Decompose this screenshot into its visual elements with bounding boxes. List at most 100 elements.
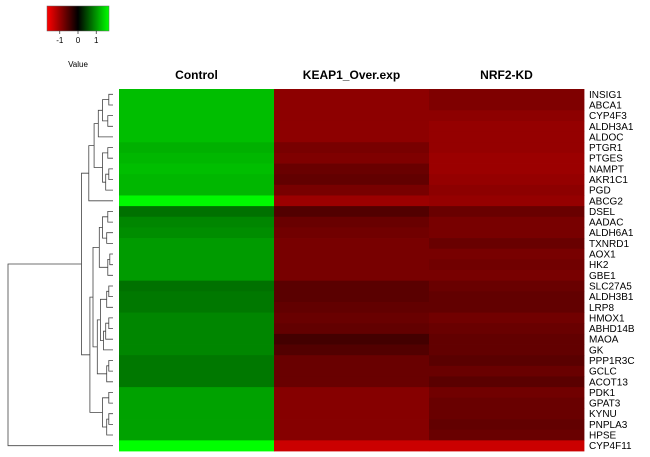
column-label: KEAP1_Over.exp bbox=[303, 68, 400, 82]
heatmap-cell bbox=[274, 429, 430, 441]
heatmap-cell bbox=[429, 216, 585, 228]
heatmap-cell bbox=[119, 440, 275, 452]
dendrogram-branch bbox=[107, 115, 113, 127]
heatmap-cell bbox=[119, 131, 275, 143]
row-label: GBE1 bbox=[589, 271, 616, 282]
heatmap-cell bbox=[429, 429, 585, 441]
color-key-tick-label: 1 bbox=[94, 36, 99, 45]
row-label: INSIG1 bbox=[589, 90, 622, 101]
heatmap-cell bbox=[274, 120, 430, 132]
heatmap-cell bbox=[119, 216, 275, 228]
row-label: AADAC bbox=[589, 218, 623, 229]
dendrogram-branch bbox=[108, 168, 113, 180]
heatmap-cell bbox=[119, 238, 275, 250]
dendrogram-branch bbox=[102, 397, 109, 428]
row-label: ALDH6A1 bbox=[589, 228, 634, 239]
row-label: PPP1R3C bbox=[589, 356, 635, 367]
dendrogram-branch bbox=[105, 173, 113, 191]
row-dendrogram bbox=[7, 93, 113, 447]
heatmap-cell bbox=[429, 131, 585, 143]
heatmap-cell bbox=[119, 163, 275, 175]
row-label: MAOA bbox=[589, 335, 619, 346]
heatmap-cell bbox=[429, 387, 585, 399]
heatmap-cell bbox=[429, 238, 585, 250]
row-label: NAMPT bbox=[589, 164, 624, 175]
heatmap-cell bbox=[274, 291, 430, 303]
dendrogram-branch bbox=[108, 360, 113, 372]
heatmap-cell bbox=[119, 397, 275, 409]
heatmap-cell bbox=[119, 333, 275, 345]
heatmap-cell bbox=[429, 365, 585, 377]
heatmap-cell bbox=[429, 270, 585, 282]
heatmap-cell bbox=[429, 408, 585, 420]
dendrogram-branch bbox=[108, 93, 113, 106]
heatmap-cell bbox=[274, 216, 430, 228]
dendrogram-branch bbox=[7, 263, 113, 447]
heatmap-cell bbox=[119, 355, 275, 367]
heatmap-cell bbox=[274, 99, 430, 111]
heatmap-cell bbox=[429, 440, 585, 452]
heatmap-cell bbox=[119, 344, 275, 356]
row-label: GCLC bbox=[589, 367, 617, 378]
heatmap-cell bbox=[119, 376, 275, 388]
heatmap-cell bbox=[429, 301, 585, 313]
heatmap-cell bbox=[274, 419, 430, 431]
row-label: ALDH3B1 bbox=[589, 292, 634, 303]
heatmap-cell bbox=[119, 408, 275, 420]
row-label: AOX1 bbox=[589, 250, 616, 261]
heatmap-cell bbox=[429, 206, 585, 218]
heatmap-cell bbox=[274, 440, 430, 452]
heatmap-cell bbox=[274, 344, 430, 356]
heatmap-cell bbox=[119, 184, 275, 196]
heatmap-cell bbox=[274, 280, 430, 292]
heatmap-cell bbox=[274, 312, 430, 324]
row-label: ABCG2 bbox=[589, 196, 623, 207]
heatmap-cell bbox=[429, 312, 585, 324]
row-label: SLC27A5 bbox=[589, 282, 632, 293]
column-labels: Control KEAP1_Over.exp NRF2-KD bbox=[175, 68, 533, 82]
row-label: GK bbox=[589, 345, 604, 356]
heatmap-cell bbox=[119, 280, 275, 292]
row-label: GPAT3 bbox=[589, 399, 621, 410]
heatmap-cell bbox=[429, 227, 585, 239]
color-key-bar bbox=[46, 5, 110, 32]
row-label: DSEL bbox=[589, 207, 616, 218]
heatmap-cell bbox=[429, 89, 585, 101]
heatmap-cell bbox=[119, 89, 275, 101]
heatmap-cell bbox=[119, 259, 275, 271]
heatmap-cell bbox=[119, 429, 275, 441]
heatmap-cell bbox=[119, 419, 275, 431]
heatmap-cell bbox=[274, 365, 430, 377]
heatmap-cell bbox=[274, 152, 430, 164]
heatmap-cell bbox=[429, 152, 585, 164]
dendrogram-branch bbox=[106, 232, 113, 244]
heatmap-cell bbox=[274, 333, 430, 345]
heatmap-cell bbox=[429, 323, 585, 335]
dendrogram-branch bbox=[107, 147, 113, 159]
heatmap-cell bbox=[119, 152, 275, 164]
heatmap-cell bbox=[274, 227, 430, 239]
heatmap-cell bbox=[274, 301, 430, 313]
heatmap-cell bbox=[274, 248, 430, 260]
row-label: HMOX1 bbox=[589, 313, 625, 324]
heatmap-cell bbox=[429, 397, 585, 409]
color-key: -1 0 1 Value bbox=[46, 5, 110, 69]
row-label: PTGR1 bbox=[589, 143, 623, 154]
dendrogram-branch bbox=[105, 322, 113, 340]
heatmap-cell bbox=[429, 355, 585, 367]
dendrogram-branch bbox=[107, 259, 113, 276]
row-label: ABHD14B bbox=[589, 324, 635, 335]
heatmap-cell bbox=[274, 376, 430, 388]
heatmap-cell bbox=[119, 227, 275, 239]
heatmap-cell bbox=[274, 397, 430, 409]
heatmap-cell bbox=[119, 387, 275, 399]
row-label: CYP4F11 bbox=[589, 441, 632, 452]
heatmap-cell bbox=[119, 301, 275, 313]
heatmap-cell bbox=[429, 120, 585, 132]
heatmap-cell bbox=[119, 323, 275, 335]
heatmap-cell bbox=[429, 259, 585, 271]
heatmap-cell bbox=[274, 163, 430, 175]
heatmap-cell bbox=[429, 195, 585, 207]
dendrogram-branch bbox=[92, 247, 100, 348]
